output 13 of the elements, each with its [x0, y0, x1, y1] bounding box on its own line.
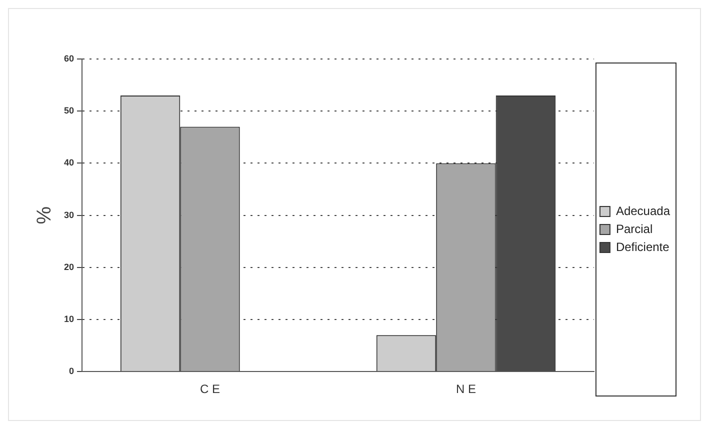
- y-tick-label: 40: [64, 158, 74, 168]
- y-axis-title: %: [34, 206, 56, 224]
- x-tick-label: N E: [456, 382, 476, 396]
- y-tick-label: 0: [68, 366, 74, 376]
- y-tick-label: 60: [64, 53, 74, 64]
- y-tick-label: 30: [64, 210, 74, 220]
- legend-label: Deficiente: [616, 240, 670, 254]
- y-tick-label: 20: [64, 262, 74, 272]
- y-tick-label: 50: [64, 106, 74, 116]
- legend-label: Adecuada: [616, 204, 670, 218]
- x-tick-label: C E: [200, 382, 220, 396]
- y-tick-label: 10: [64, 314, 74, 324]
- legend-label: Parcial: [616, 222, 653, 236]
